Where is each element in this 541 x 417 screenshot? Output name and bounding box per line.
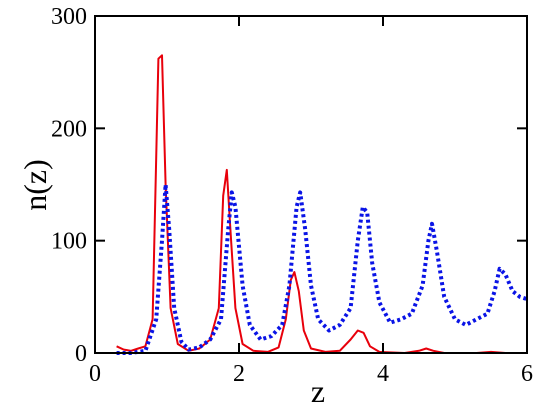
x-tick-label: 6 <box>521 361 533 387</box>
x-tick-label: 2 <box>233 361 245 387</box>
x-axis-label: z <box>311 373 325 409</box>
plot-frame <box>94 15 528 354</box>
y-tick-label: 100 <box>51 229 87 255</box>
y-tick-label: 0 <box>75 341 87 367</box>
y-axis-label: n(z) <box>17 159 53 211</box>
data-line <box>116 182 528 355</box>
y-tick-label: 200 <box>51 116 87 142</box>
data-line <box>116 54 527 354</box>
x-tick-label: 4 <box>377 361 389 387</box>
x-tick-label: 0 <box>89 361 101 387</box>
y-tick-label: 300 <box>51 4 87 30</box>
